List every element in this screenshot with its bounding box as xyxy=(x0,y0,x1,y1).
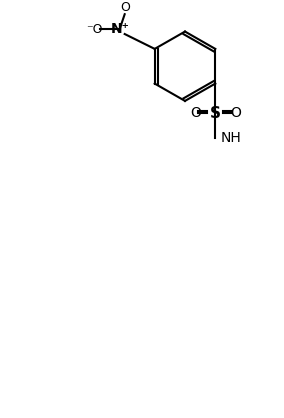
Text: O: O xyxy=(190,106,201,120)
Text: ⁻O: ⁻O xyxy=(86,23,103,36)
Text: S: S xyxy=(210,106,221,121)
Text: N⁺: N⁺ xyxy=(110,22,129,36)
Text: O: O xyxy=(230,106,241,120)
Text: NH: NH xyxy=(220,131,241,145)
Text: O: O xyxy=(120,1,130,14)
